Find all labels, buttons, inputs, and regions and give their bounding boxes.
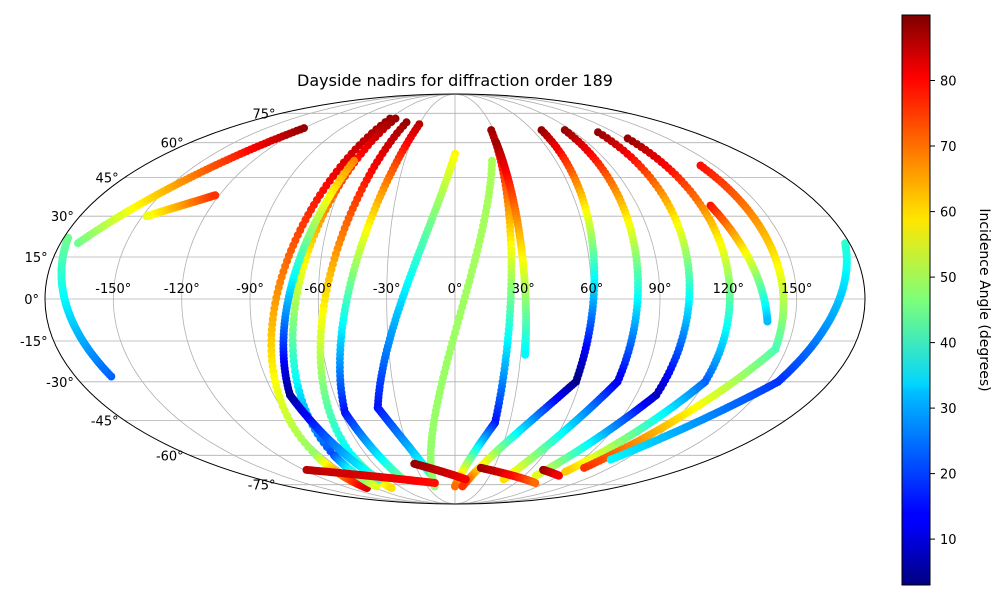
- chart-title: Dayside nadirs for diffraction order 189: [297, 71, 613, 90]
- colorbar-tick-label: 60: [940, 206, 957, 221]
- colorbar-ticks: 10 20 30 40 50 60 70 80: [930, 75, 957, 548]
- longitude-tick-label: -60°: [304, 282, 332, 297]
- data-point: [521, 350, 530, 359]
- data-point: [763, 317, 772, 326]
- longitude-tick-label: -120°: [164, 282, 200, 297]
- data-point: [561, 467, 570, 476]
- latitude-tick-label: 45°: [96, 172, 119, 187]
- colorbar-tick-label: 50: [940, 271, 957, 286]
- latitude-tick-label: 30°: [51, 210, 74, 225]
- latitude-tick-label: 75°: [252, 107, 275, 122]
- colorbar-tick-label: 30: [940, 402, 957, 417]
- data-points: [57, 114, 851, 493]
- latitude-tick-label: -15°: [20, 335, 48, 350]
- longitude-tick-label: 90°: [648, 282, 671, 297]
- data-point: [461, 475, 470, 484]
- data-point: [580, 463, 589, 472]
- data-point: [458, 482, 467, 491]
- longitude-tick-label: 150°: [781, 282, 812, 297]
- colorbar-label: Incidence Angle (degrees): [976, 208, 992, 391]
- data-point: [531, 479, 540, 487]
- longitude-tick-label: -150°: [95, 282, 131, 297]
- colorbar-tick-label: 80: [940, 75, 957, 90]
- data-point: [430, 479, 439, 487]
- longitude-tick-label: -90°: [236, 282, 264, 297]
- data-point: [387, 484, 396, 493]
- data-point: [211, 191, 220, 200]
- longitude-tick-label: 60°: [580, 282, 603, 297]
- colorbar-gradient: [901, 14, 931, 586]
- data-point: [531, 471, 540, 480]
- latitude-tick-label: -75°: [248, 479, 276, 494]
- data-point: [300, 124, 308, 133]
- colorbar-tick-label: 70: [940, 140, 957, 155]
- colorbar-tick-label: 40: [940, 337, 957, 352]
- colorbar-tick-label: 20: [940, 468, 957, 483]
- latitude-tick-label: -30°: [46, 376, 74, 391]
- longitude-tick-label: 0°: [448, 282, 463, 297]
- latitude-tick-label: 15°: [25, 251, 48, 266]
- latitude-tick-label: 60°: [161, 137, 184, 152]
- data-point: [606, 455, 615, 464]
- longitude-tick-label: -30°: [373, 282, 401, 297]
- latitude-tick-label: -60°: [156, 449, 184, 464]
- longitude-tick-label: 120°: [713, 282, 744, 297]
- data-point: [451, 482, 459, 491]
- latitude-tick-labels: 75° 60° 45° 30° 15° 0° -15° -30° -45° -60° -75°: [20, 107, 276, 493]
- longitude-tick-labels: -150° -120° -90° -60° -30° 0° 30° 60° 90° 120° 150…: [95, 282, 812, 297]
- latitude-tick-label: -45°: [91, 414, 119, 429]
- data-point: [554, 471, 563, 480]
- colorbar: 10 20 30 40 50 60 70 80 Incidence Angle (degree…: [901, 14, 992, 586]
- longitude-tick-label: 30°: [512, 282, 535, 297]
- colorbar-tick-label: 10: [940, 533, 957, 548]
- latitude-tick-label: 0°: [24, 293, 39, 308]
- data-point: [64, 233, 73, 242]
